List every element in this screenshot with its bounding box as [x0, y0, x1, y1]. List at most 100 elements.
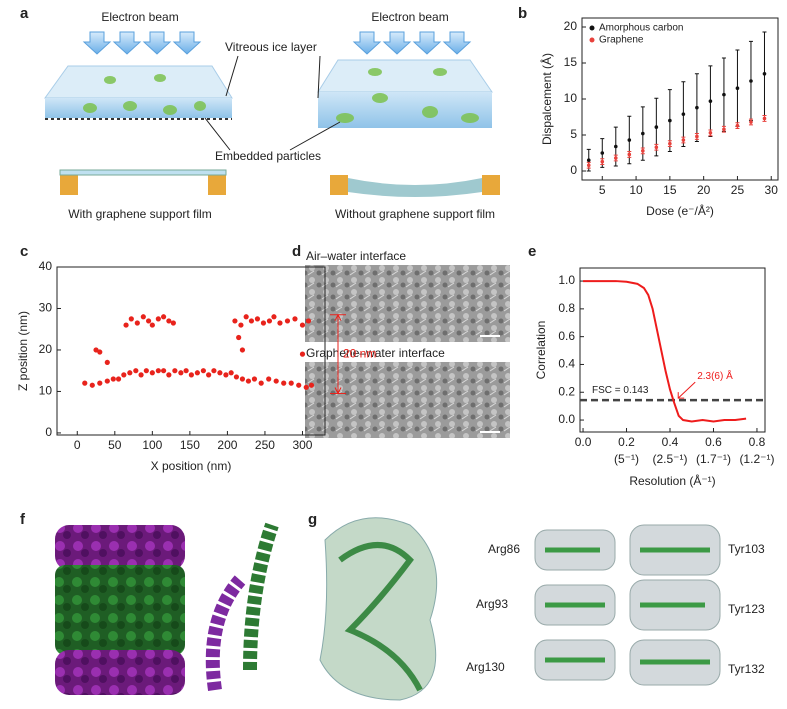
point	[160, 368, 167, 374]
point	[668, 118, 672, 123]
point	[97, 380, 103, 386]
y-tick-label: 20	[564, 19, 578, 33]
point	[627, 138, 632, 142]
point	[170, 320, 176, 326]
y-axis-label: Z position (nm)	[16, 311, 30, 391]
point	[258, 380, 264, 386]
x-tick-label: 250	[255, 438, 275, 452]
x-tick-label: 0	[74, 438, 81, 452]
x-axis-label: X position (nm)	[151, 459, 232, 473]
point	[281, 380, 287, 386]
y-tick-label: 1.0	[558, 273, 575, 287]
x-tick-label: 100	[142, 438, 162, 452]
point	[708, 131, 713, 135]
panel-a: Electron beam Electron beam Vitreous ice…	[44, 10, 500, 221]
point	[232, 318, 238, 324]
ice-slab	[318, 92, 492, 128]
x-tick-label: 25	[731, 183, 745, 197]
point	[251, 376, 258, 382]
point	[183, 368, 189, 374]
point	[149, 370, 155, 376]
x-tick-label: 0.6	[705, 435, 722, 449]
y-axis-label: Dispalcement (Å)	[539, 53, 554, 145]
point	[305, 318, 312, 324]
point	[749, 120, 753, 124]
y-tick-label: 40	[39, 259, 53, 273]
point	[236, 334, 242, 341]
point	[735, 86, 740, 90]
x-axis-label: Dose (e⁻/Å²)	[646, 203, 714, 218]
residue-label: Arg93	[476, 597, 508, 611]
point	[248, 318, 255, 324]
point	[245, 378, 252, 384]
point	[695, 134, 699, 139]
point	[188, 372, 194, 378]
point	[254, 316, 261, 322]
resolution-label: 2.3(6) Å	[697, 369, 733, 382]
y-tick-label: 0.2	[558, 384, 575, 398]
point	[284, 318, 291, 324]
beam-label: Electron beam	[371, 10, 448, 24]
point	[228, 370, 234, 376]
point	[681, 112, 686, 116]
x-tick-sublabel: (2.5⁻¹)	[652, 452, 687, 466]
x-tick-label: 20	[697, 183, 711, 197]
plot-frame	[56, 266, 326, 436]
y-tick-label: 0.8	[558, 301, 575, 315]
point	[160, 314, 167, 320]
point	[722, 92, 726, 97]
x-tick-sublabel: (5⁻¹)	[614, 452, 639, 466]
x-tick-label: 0.8	[749, 435, 766, 449]
x-tick-label: 0.4	[662, 435, 679, 449]
point	[735, 123, 740, 128]
point	[641, 149, 645, 153]
particles-label: Embedded particles	[215, 149, 321, 163]
y-tick-label: 0	[45, 425, 52, 439]
panel-label: d	[292, 243, 301, 260]
point	[654, 145, 659, 150]
residue-label: Tyr103	[728, 542, 765, 556]
point	[134, 320, 140, 326]
panel-label: f	[20, 511, 26, 528]
x-tick-label: 50	[108, 438, 122, 452]
structure	[55, 650, 185, 695]
x-tick-sublabel: (1.7⁻¹)	[696, 452, 731, 466]
point	[299, 322, 306, 328]
annotation: 20 nm	[343, 346, 376, 360]
point	[149, 322, 155, 328]
panel-g: Arg86 Arg93 Arg130 Tyr103 Tyr123 Tyr132	[319, 517, 765, 701]
point	[172, 368, 178, 374]
residue-label: Tyr132	[728, 662, 765, 676]
x-tick-label: 150	[180, 438, 200, 452]
point	[277, 320, 283, 326]
point	[266, 376, 272, 382]
point	[127, 370, 133, 376]
point	[627, 152, 632, 157]
x-tick-label: 30	[765, 183, 779, 197]
legend-marker	[589, 37, 595, 43]
point	[654, 125, 659, 129]
point	[178, 370, 184, 376]
x-tick-label: 300	[292, 438, 312, 452]
micrograph	[305, 362, 510, 438]
point	[155, 316, 161, 322]
panel-label: g	[308, 511, 317, 528]
panel-label: b	[518, 5, 527, 22]
y-tick-label: 10	[39, 384, 53, 398]
point	[166, 318, 172, 324]
point	[217, 370, 223, 376]
point	[668, 141, 672, 146]
caption: Without graphene support film	[335, 207, 495, 221]
film	[348, 178, 482, 197]
point	[260, 320, 267, 326]
y-tick-label: 5	[570, 127, 577, 141]
point	[681, 138, 686, 142]
range-arrow	[330, 313, 346, 395]
panel-f	[55, 522, 279, 695]
helix	[243, 522, 279, 671]
point	[138, 372, 144, 378]
ice-top	[317, 59, 493, 93]
point	[708, 99, 713, 103]
point	[194, 370, 200, 376]
